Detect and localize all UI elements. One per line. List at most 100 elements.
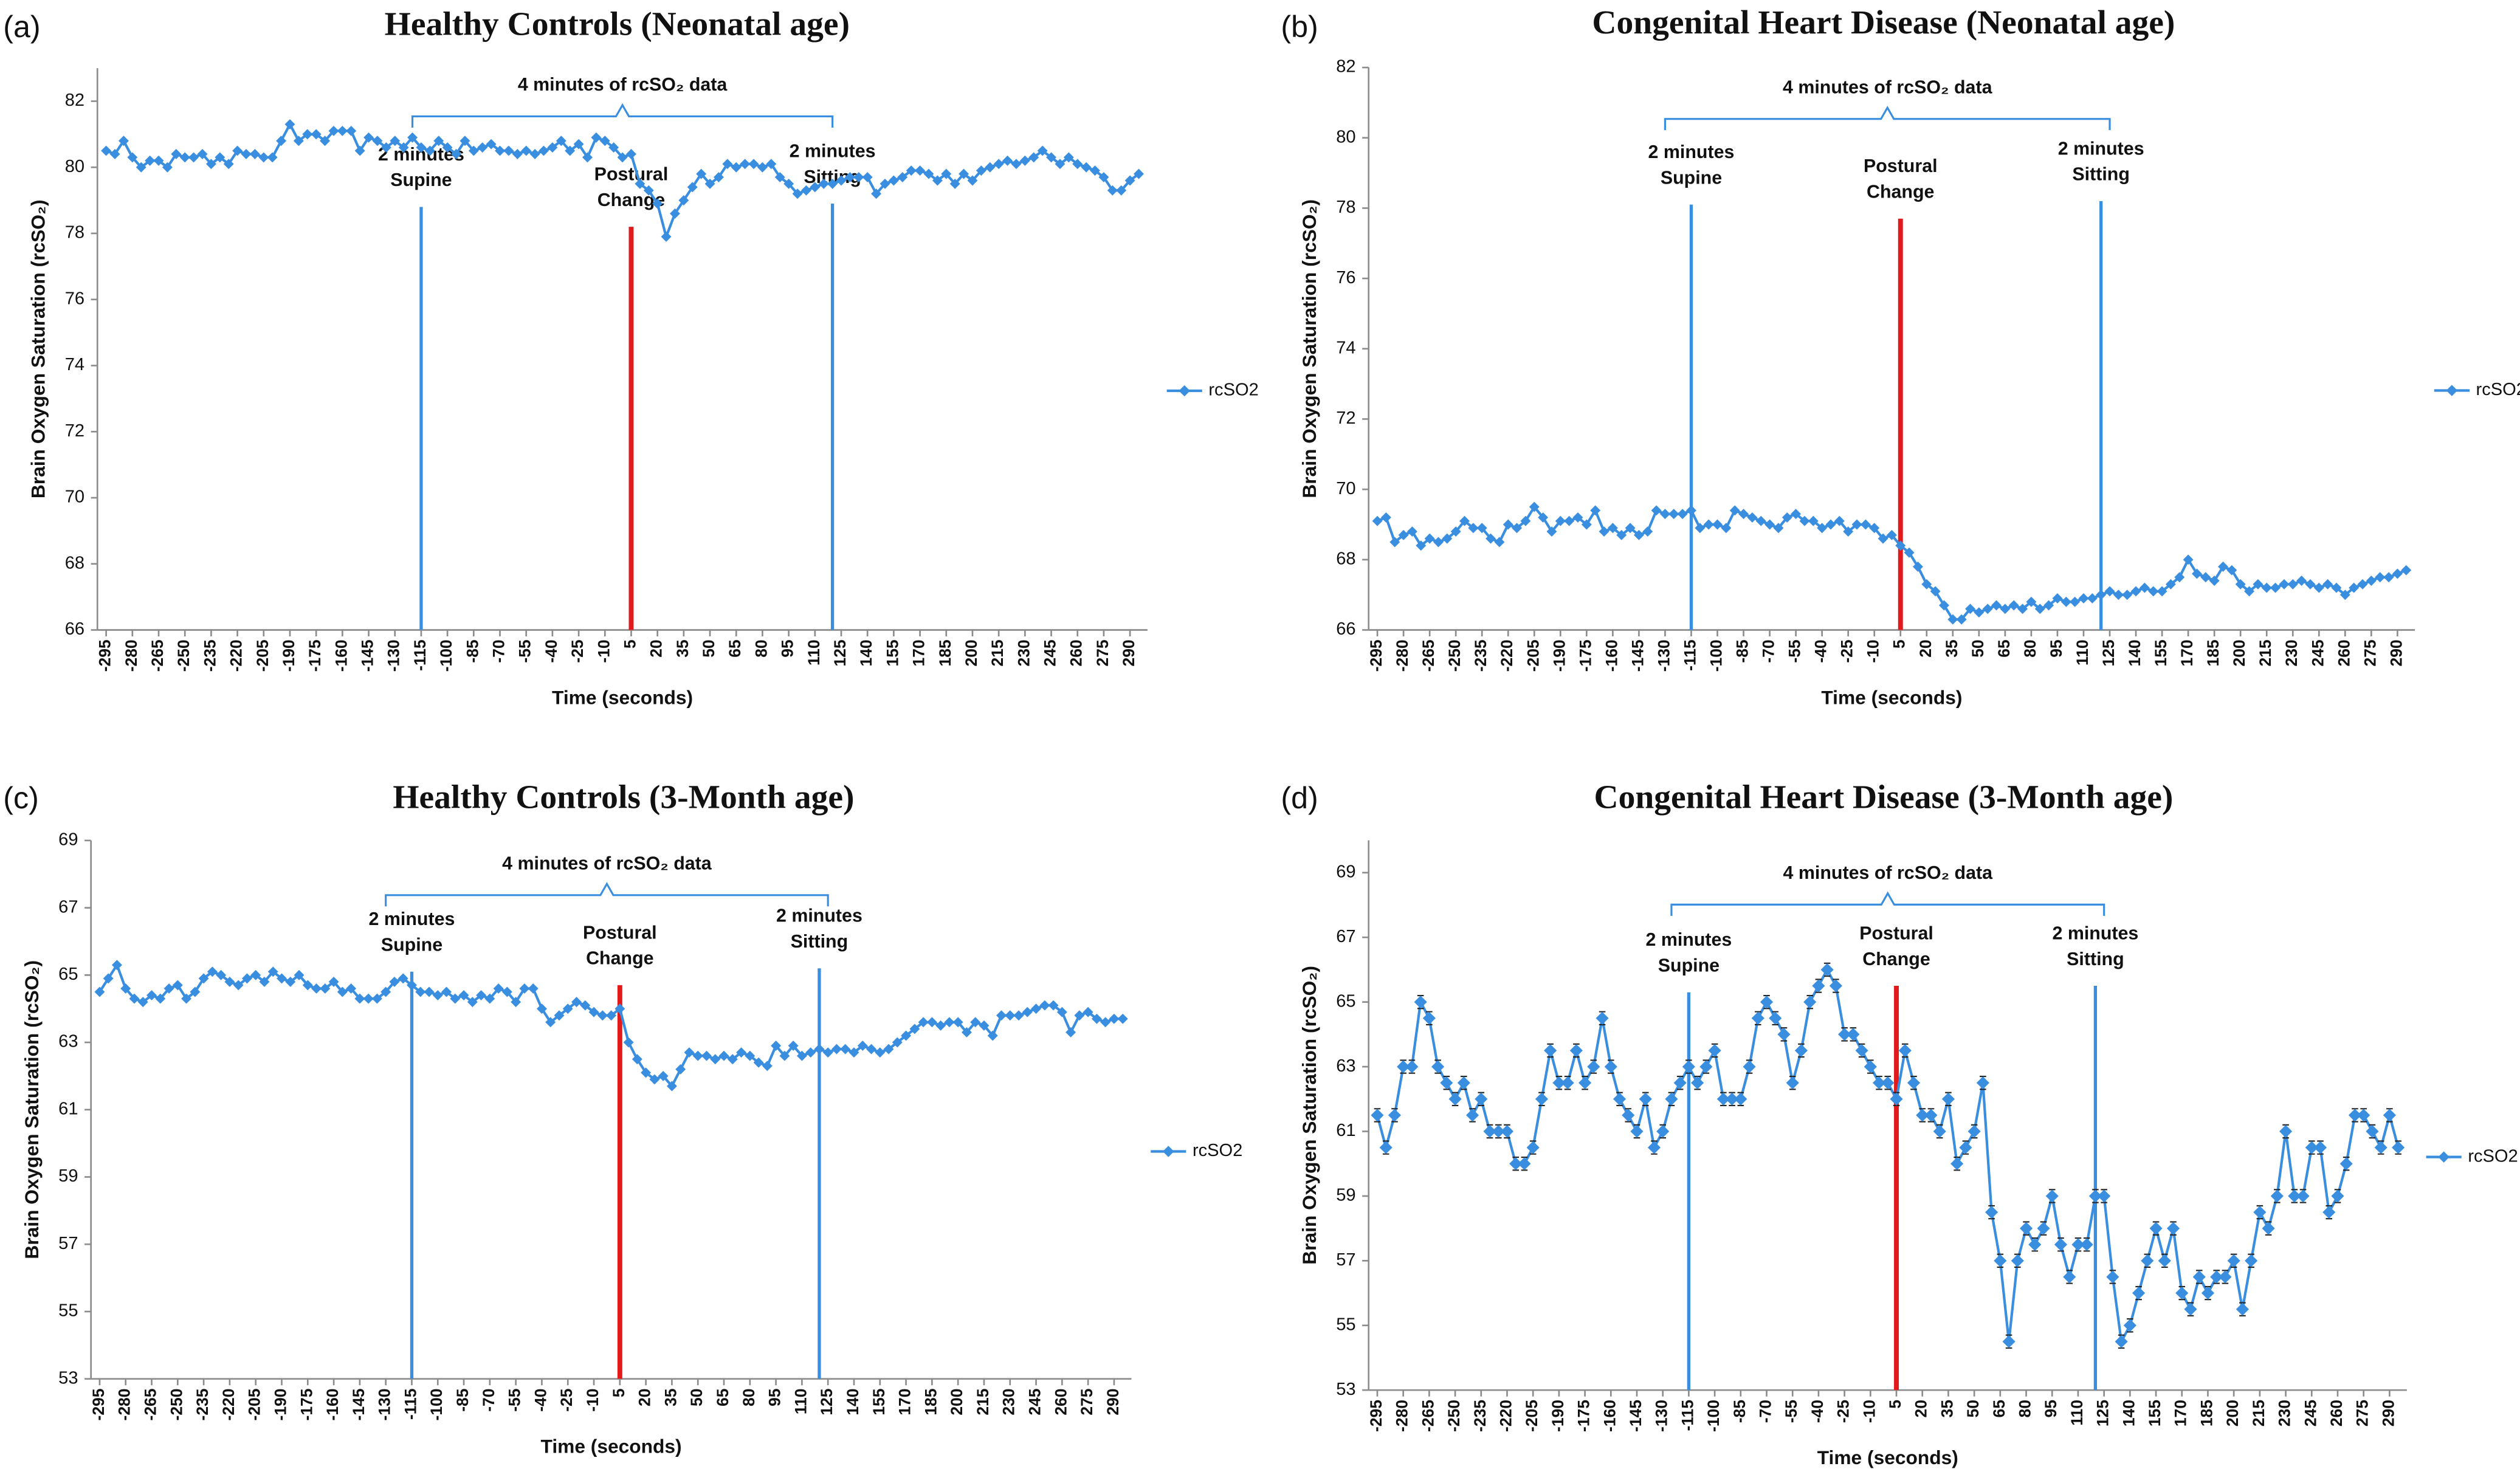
x-tick-label: 5	[621, 639, 639, 648]
x-tick-label: 110	[805, 639, 823, 666]
data-point	[337, 125, 348, 136]
y-tick-label: 57	[58, 1234, 78, 1253]
x-tick-label: -250	[1445, 1400, 1463, 1432]
x-tick-label: 95	[2042, 1400, 2060, 1417]
x-tick-label: -265	[1419, 1400, 1437, 1432]
data-point	[277, 973, 287, 984]
data-point	[1764, 519, 1775, 530]
x-tick-label: 155	[2152, 639, 2170, 666]
data-point	[2000, 604, 2011, 614]
legend-marker	[1179, 385, 1190, 397]
data-point	[346, 125, 357, 136]
data-point	[866, 1044, 876, 1054]
data-point	[216, 969, 227, 980]
x-tick-label: -205	[246, 1389, 264, 1421]
data-point	[1947, 614, 1958, 625]
x-tick-label: -295	[96, 639, 114, 672]
x-tick-label: 110	[2073, 639, 2091, 666]
x-tick-label: -235	[201, 639, 219, 672]
x-tick-label: 290	[2379, 1400, 2397, 1426]
x-tick-label: -280	[1393, 1400, 1411, 1432]
data-point	[762, 1061, 773, 1072]
data-point	[2148, 586, 2159, 597]
x-tick-label: 290	[1104, 1389, 1122, 1416]
x-tick-label: -85	[1730, 1400, 1749, 1423]
x-tick-label: -235	[1472, 639, 1490, 672]
y-tick-label: 68	[65, 553, 84, 573]
data-point	[241, 973, 252, 984]
data-point	[424, 986, 435, 997]
y-tick-label: 67	[58, 897, 78, 917]
data-point	[2331, 1189, 2344, 1203]
data-point	[1578, 1076, 1592, 1090]
x-tick-label: -220	[227, 639, 246, 672]
data-point	[1561, 1076, 1574, 1090]
data-point	[1933, 1124, 1946, 1138]
data-point	[1475, 1092, 1488, 1106]
data-point	[1726, 1092, 1739, 1106]
data-point	[539, 145, 549, 156]
data-point	[2392, 568, 2403, 579]
data-point	[1751, 1011, 1764, 1025]
legend-label: rcSO2	[1208, 380, 1258, 400]
x-tick-label: 110	[791, 1389, 810, 1415]
panel: Healthy Controls (3-Month age) (c) 53 55 57 5…	[3, 779, 1242, 1457]
data-point	[641, 1067, 652, 1078]
data-point	[571, 997, 582, 1008]
data-point	[892, 1037, 903, 1048]
data-point	[2026, 596, 2037, 607]
data-point	[1063, 152, 1074, 163]
data-point	[249, 149, 260, 159]
data-point	[1791, 509, 1802, 520]
data-point	[1716, 1092, 1730, 1106]
data-point	[626, 149, 636, 159]
x-tick-label: -295	[89, 1389, 108, 1421]
data-point	[1107, 185, 1118, 196]
data-point	[390, 136, 401, 146]
panel: Congenital Heart Disease (Neonatal age) (…	[1281, 4, 2520, 709]
data-point	[718, 1050, 729, 1061]
data-point	[1843, 526, 1854, 537]
x-tick-label: 125	[2094, 1400, 2112, 1426]
data-point	[207, 966, 218, 977]
data-point	[1002, 155, 1013, 166]
x-tick-label: -10	[594, 639, 613, 662]
data-point	[1941, 1092, 1955, 1106]
data-point	[1847, 1028, 1860, 1041]
x-tick-label: 95	[2047, 639, 2065, 657]
data-point	[1448, 1092, 1462, 1106]
bracket-label: 4 minutes of rcSO₂ data	[518, 74, 728, 95]
data-point	[1878, 533, 1888, 544]
data-point	[2019, 1222, 2033, 1235]
y-tick-label: 59	[1336, 1186, 1355, 1205]
x-axis-label: Time (seconds)	[1821, 687, 1962, 709]
data-point	[2165, 579, 2176, 590]
data-point	[1974, 607, 1985, 618]
y-tick-label: 66	[1336, 619, 1355, 639]
data-point	[1760, 996, 1774, 1009]
data-point	[2087, 593, 2098, 604]
x-tick-label: 35	[661, 1389, 680, 1406]
x-tick-label: -145	[1627, 1400, 1645, 1432]
data-point	[1912, 561, 1923, 572]
y-tick-label: 74	[1336, 338, 1355, 357]
x-tick-label: 260	[1052, 1389, 1070, 1416]
data-point	[1555, 515, 1566, 526]
x-tick-label: 80	[2021, 639, 2039, 657]
data-point	[198, 973, 209, 984]
x-axis-label: Time (seconds)	[552, 687, 693, 709]
data-point	[1712, 519, 1723, 530]
event-label: 2 minutes	[2052, 923, 2138, 943]
data-point	[451, 149, 461, 159]
data-point	[1803, 996, 1817, 1009]
x-tick-label: -160	[323, 1389, 342, 1421]
y-tick-label: 72	[65, 421, 84, 441]
y-tick-label: 78	[65, 223, 84, 243]
x-tick-label: 275	[1093, 639, 1112, 666]
data-point	[643, 185, 654, 196]
x-tick-label: 215	[974, 1389, 992, 1416]
data-point	[993, 159, 1004, 170]
data-point	[952, 1017, 963, 1028]
data-point	[1959, 1141, 1972, 1154]
data-point	[2174, 572, 2185, 583]
